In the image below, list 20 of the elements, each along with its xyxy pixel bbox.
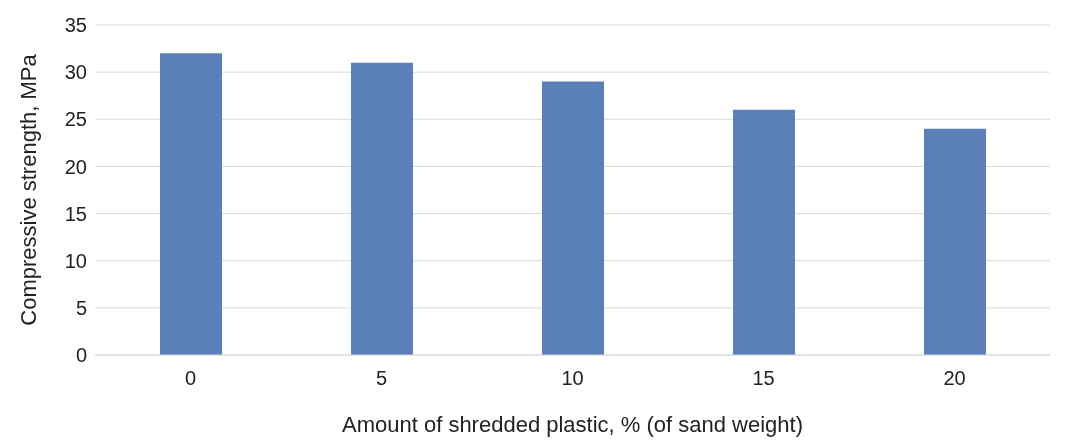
y-tick-label: 15 xyxy=(64,202,87,225)
y-tick-label: 5 xyxy=(75,296,87,319)
y-tick-label: 30 xyxy=(64,61,87,84)
y-tick-label: 0 xyxy=(75,344,87,367)
y-tick-label: 35 xyxy=(64,14,87,37)
x-axis-title: Amount of shredded plastic, % (of sand weight) xyxy=(341,412,804,437)
x-tick-label: 10 xyxy=(561,367,584,390)
bar xyxy=(542,81,604,355)
x-tick-label: 15 xyxy=(752,367,775,390)
x-tick-label: 0 xyxy=(184,367,197,390)
y-tick-label: 20 xyxy=(64,155,87,178)
bar xyxy=(160,53,222,355)
bar xyxy=(733,109,795,355)
x-tick-label: 20 xyxy=(943,367,966,390)
y-tick-label: 10 xyxy=(64,249,87,272)
bar xyxy=(351,62,413,355)
x-tick-label: 5 xyxy=(375,367,388,390)
y-axis-title: Compressive strength, MPa xyxy=(15,53,41,326)
bar xyxy=(924,128,986,355)
y-tick-label: 25 xyxy=(64,108,87,131)
